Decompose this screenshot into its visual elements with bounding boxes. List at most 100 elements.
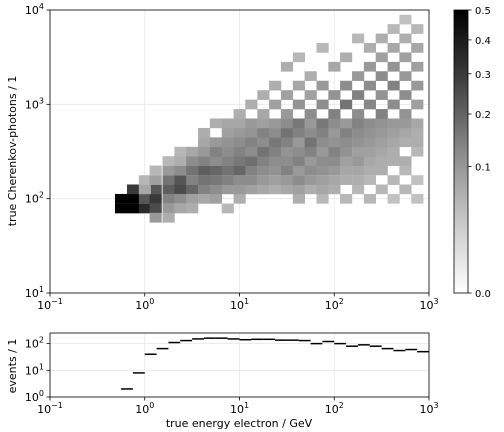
heatmap-cell xyxy=(387,24,400,34)
heatmap-cell xyxy=(399,71,412,81)
heatmap-cell xyxy=(198,193,211,204)
heatmap-y-tick-label: 104 xyxy=(25,2,44,17)
heatmap-cell xyxy=(257,118,270,129)
heatmap-cell xyxy=(245,175,258,185)
heatmap-cell xyxy=(257,137,270,148)
heatmap-cell xyxy=(233,165,246,176)
heatmap-cell xyxy=(209,175,223,185)
heatmap-cell xyxy=(375,52,388,63)
heatmap-cell xyxy=(399,118,412,129)
heatmap-cell xyxy=(340,175,353,185)
heatmap-cell xyxy=(387,61,400,72)
histogram-y-ticks: 100 101 102 xyxy=(25,336,50,404)
heatmap-cell xyxy=(411,193,424,204)
heatmap-cell xyxy=(198,175,211,185)
heatmap-x-tick-label: 101 xyxy=(230,297,249,312)
heatmap-cell xyxy=(363,61,376,72)
histogram-x-tick-label: 101 xyxy=(230,401,249,416)
heatmap-cell xyxy=(399,109,412,119)
heatmap-y-tick-label: 103 xyxy=(25,96,44,111)
heatmap-cell xyxy=(340,165,353,176)
heatmap-cell xyxy=(352,165,365,176)
heatmap-cell xyxy=(174,193,187,204)
heatmap-cell xyxy=(280,109,294,119)
heatmap-cell xyxy=(340,156,353,166)
heatmap-y-tick-label: 101 xyxy=(25,285,44,300)
heatmap-cell xyxy=(387,127,400,138)
heatmap-x-tick-label: 102 xyxy=(325,297,344,312)
heatmap-cell xyxy=(292,118,305,129)
heatmap-cell xyxy=(316,118,329,129)
heatmap-cell xyxy=(316,80,329,91)
heatmap-cell xyxy=(174,184,187,195)
heatmap-cell xyxy=(149,165,162,176)
heatmap-cell xyxy=(245,137,258,148)
heatmap-cell xyxy=(149,203,162,214)
heatmap-cell xyxy=(387,193,400,204)
histogram-y-tick-label: 101 xyxy=(25,362,44,377)
heatmap-cell xyxy=(304,118,317,129)
histogram-y-tick-label: 102 xyxy=(25,336,44,351)
heatmap-cell xyxy=(375,184,388,195)
heatmap-cell xyxy=(304,137,317,148)
heatmap-cell xyxy=(340,146,353,157)
heatmap-cell xyxy=(221,165,234,176)
heatmap-cell xyxy=(316,127,329,138)
heatmap-cell xyxy=(149,193,162,204)
heatmap-cell xyxy=(304,175,317,185)
heatmap-cell xyxy=(162,203,175,214)
heatmap-cell xyxy=(292,99,305,110)
heatmap-cell xyxy=(387,43,400,53)
heatmap-cell xyxy=(328,175,341,185)
heatmap-cell xyxy=(340,127,353,138)
heatmap-y-tick-label: 102 xyxy=(25,191,44,206)
heatmap-cell xyxy=(257,146,270,157)
colorbar: 0.0 0.1 0.2 0.3 0.4 0.5 xyxy=(453,6,491,300)
heatmap-cell xyxy=(375,118,388,129)
heatmap-cell xyxy=(221,203,234,214)
heatmap-cell xyxy=(149,184,162,195)
heatmap-cell xyxy=(375,33,388,44)
histogram-x-ticks: 10−1 100 101 102 103 xyxy=(37,397,439,416)
heatmap-cell xyxy=(352,184,365,195)
heatmap-cell xyxy=(399,33,412,44)
heatmap-cell xyxy=(245,118,258,129)
heatmap-cell xyxy=(387,146,400,157)
histogram-x-axis-label: true energy electron / GeV xyxy=(166,417,313,430)
heatmap-cell xyxy=(221,127,234,138)
heatmap-cell xyxy=(233,184,246,195)
heatmap-cell xyxy=(375,90,388,100)
heatmap-cell xyxy=(292,175,305,185)
heatmap-cell xyxy=(198,146,211,157)
heatmap-cell xyxy=(399,14,412,25)
colorbar-tick-label: 0.5 xyxy=(475,6,491,17)
heatmap-cell xyxy=(280,146,294,157)
heatmap-cell xyxy=(198,184,211,195)
heatmap-cell xyxy=(411,99,424,110)
heatmap-cell xyxy=(352,156,365,166)
heatmap-cell xyxy=(340,80,353,91)
heatmap-cell xyxy=(387,137,400,148)
heatmap-cell xyxy=(233,146,246,157)
heatmap-cell xyxy=(316,165,329,176)
heatmap-cell xyxy=(375,146,388,157)
histogram-y-axis-label: events / 1 xyxy=(6,339,19,394)
heatmap-x-ticks: 10−1 100 101 102 103 xyxy=(37,293,439,312)
colorbar-tick-label: 0.4 xyxy=(475,36,491,47)
heatmap-cell xyxy=(292,146,305,157)
heatmap-cell xyxy=(304,165,317,176)
heatmap-cell xyxy=(269,146,282,157)
heatmap-cell xyxy=(304,71,317,81)
heatmap-cell xyxy=(233,175,246,185)
heatmap-cell xyxy=(198,165,211,176)
heatmap-cell xyxy=(269,99,282,110)
heatmap-cell xyxy=(186,156,199,166)
heatmap-cell xyxy=(186,184,199,195)
colorbar-gradient xyxy=(453,9,469,294)
heatmap-cell xyxy=(375,137,388,148)
heatmap-cell xyxy=(126,193,140,204)
heatmap-cell xyxy=(280,127,294,138)
heatmap-cell xyxy=(316,99,329,110)
